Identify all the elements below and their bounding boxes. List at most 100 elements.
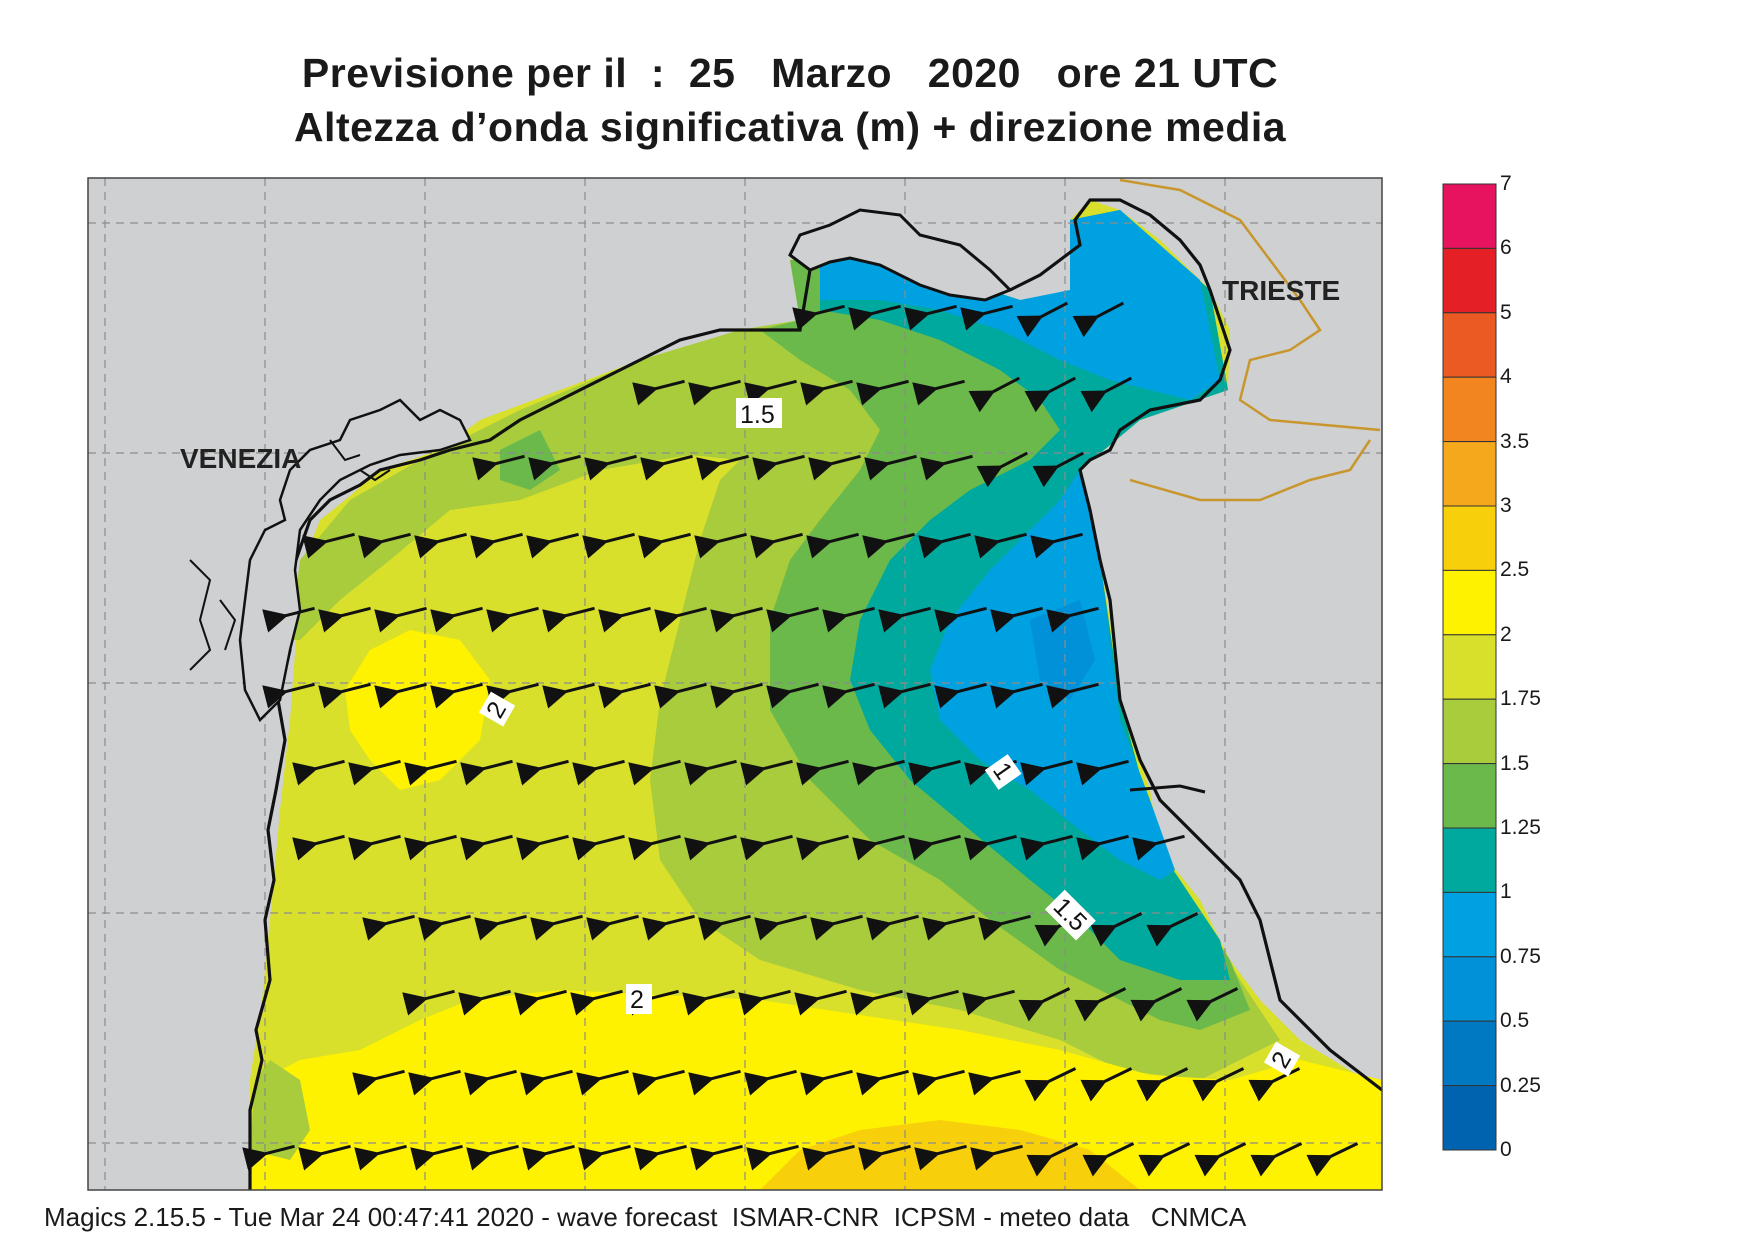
wave-arrow (298, 1144, 351, 1171)
wave-arrow (1046, 606, 1099, 633)
wave-arrow (990, 682, 1043, 709)
wave-direction-arrows (242, 301, 1359, 1177)
colorbar-swatch (1442, 441, 1497, 507)
wave-arrow (694, 532, 747, 559)
colorbar-swatch (1442, 634, 1497, 700)
wave-arrow (1024, 1067, 1077, 1102)
wave-arrow (626, 989, 679, 1016)
wave-arrow (262, 682, 315, 709)
wave-arrow (628, 834, 681, 861)
colorbar-swatch (1442, 891, 1497, 958)
wave-arrow (1192, 1067, 1245, 1102)
wave-arrow (908, 759, 961, 786)
wave-arrow (582, 532, 635, 559)
wave-arrow (472, 454, 525, 481)
wave-arrow (576, 1069, 629, 1096)
coastline-west (248, 269, 812, 1190)
colorbar-tick-label: 6 (1500, 236, 1512, 260)
wave-arrow (754, 914, 807, 941)
wave-arrow (486, 682, 539, 709)
colorbar-swatch (1442, 1020, 1497, 1087)
colorbar-tick-label: 1 (1500, 880, 1512, 904)
contour-label: 1.5 (740, 401, 775, 429)
colorbar-tick-label: 2.5 (1500, 558, 1530, 582)
wave-arrow (1076, 759, 1129, 786)
wave-arrow (262, 606, 315, 633)
wave-arrow (852, 759, 905, 786)
wave-arrow (904, 304, 957, 331)
wave-arrow (586, 914, 639, 941)
colorbar-swatch (1442, 956, 1497, 1022)
wave-arrow (688, 379, 741, 406)
national-border (1119, 178, 1381, 502)
wave-arrow (792, 304, 845, 331)
wave-arrow (1082, 1142, 1135, 1177)
wave-arrow (918, 532, 971, 559)
wave-arrow (410, 1144, 463, 1171)
colorbar-swatch (1442, 312, 1497, 378)
coastline-east (1009, 198, 1382, 1092)
wave-arrow (912, 379, 965, 406)
wave-arrow (486, 606, 539, 633)
wave-arrow (374, 606, 427, 633)
map-title-line2: Altezza d’onda significativa (m) + direz… (293, 104, 1287, 150)
colorbar-tick-label: 4 (1500, 365, 1512, 389)
wave-arrow (352, 1069, 405, 1096)
wave-arrow (866, 914, 919, 941)
wave-arrow (684, 834, 737, 861)
wave-arrow (430, 606, 483, 633)
colorbar-swatch (1442, 1085, 1497, 1151)
wave-arrow (1018, 987, 1071, 1022)
wave-arrow (800, 1069, 853, 1096)
colorbar-swatch (1442, 827, 1497, 893)
wave-arrow (822, 606, 875, 633)
colorbar-tick-label: 3 (1500, 494, 1512, 517)
wave-arrow (570, 989, 623, 1016)
wave-arrow (1024, 376, 1076, 413)
wave-arrow (598, 606, 651, 633)
wave-arrow (976, 451, 1028, 488)
colorbar-swatch (1442, 763, 1497, 829)
wave-arrow (1186, 987, 1239, 1022)
wave-arrow (242, 1144, 295, 1171)
band-2-2.5-west (345, 630, 490, 790)
wave-arrow (1076, 834, 1129, 861)
map-title-line1: Previsione per il : 25 Marzo 2020 ore 21… (301, 50, 1279, 96)
wave-arrow (1194, 1142, 1247, 1177)
wave-arrow (354, 1144, 407, 1171)
wave-arrow (1074, 987, 1127, 1022)
colorbar-tick-label: 3.5 (1500, 429, 1530, 453)
wave-arrow (430, 682, 483, 709)
wave-arrow (470, 532, 523, 559)
wave-arrow (632, 379, 685, 406)
wave-arrow (968, 1069, 1021, 1096)
wave-arrow (642, 914, 695, 941)
wave-arrow (542, 606, 595, 633)
wave-arrow (460, 759, 513, 786)
footer-credits: Magics 2.15.5 - Tue Mar 24 00:47:41 2020… (44, 1202, 1247, 1232)
wave-arrow (402, 989, 455, 1016)
wave-arrow (906, 989, 959, 1016)
colorbar-tick-label: 1.75 (1500, 687, 1541, 711)
wave-arrow (856, 379, 909, 406)
wave-arrow (766, 606, 819, 633)
wave-arrow (1136, 1067, 1189, 1102)
wave-arrow (1026, 1142, 1079, 1177)
wave-arrow (974, 532, 1027, 559)
wave-arrow (520, 1069, 573, 1096)
wave-arrow (522, 1144, 575, 1171)
wave-arrow (808, 454, 861, 481)
wave-arrow (862, 532, 915, 559)
wave-arrow (990, 606, 1043, 633)
wave-arrow (654, 606, 707, 633)
wave-arrow (1080, 1067, 1133, 1102)
place-label-trieste: TRIESTE (1222, 275, 1340, 306)
wave-arrow (572, 834, 625, 861)
wave-arrow (698, 914, 751, 941)
wave-arrow (578, 1144, 631, 1171)
colorbar-tick-label: 0.75 (1500, 944, 1541, 968)
wave-arrow (474, 914, 527, 941)
colorbar-swatch (1442, 376, 1497, 443)
wave-arrow (908, 834, 961, 861)
wave-arrow (516, 834, 569, 861)
